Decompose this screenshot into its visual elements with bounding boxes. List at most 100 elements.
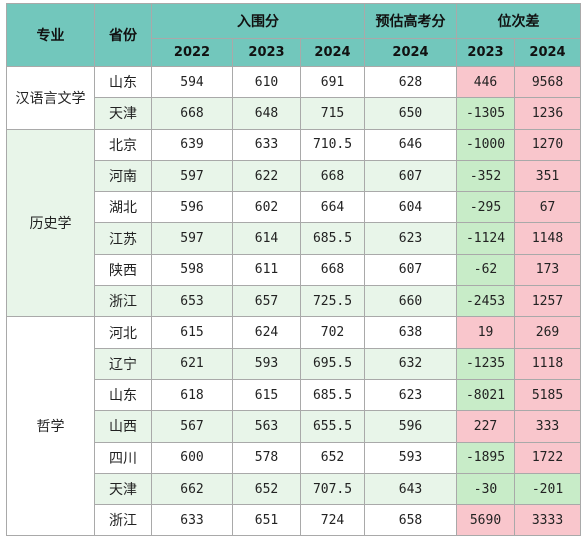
score-2024-cell: 664 [299,191,366,224]
score-2024-cell: 668 [299,159,366,193]
table-row: 陕西 598 611 668 607 -62 173 [7,253,582,287]
table-body: 汉语言文学 山东 594 610 691 628 446 9568 天津 668 648 715 650… [6,65,582,537]
estimated-2024-cell: 643 [364,472,458,506]
score-2022-cell: 618 [151,378,233,412]
score-2022-cell: 596 [151,191,233,224]
rank-diff-2024-cell: 1270 [514,128,582,161]
header-province: 省份 [94,3,152,67]
estimated-2024-cell: 596 [364,410,458,443]
rank-diff-2024-cell: 67 [514,191,582,224]
score-2022-cell: 621 [151,347,233,380]
header-year-2024: 2024 [299,38,366,67]
province-cell: 四川 [94,441,152,474]
score-2023-cell: 615 [232,378,301,412]
score-2022-cell: 600 [151,441,233,474]
table-row: 浙江 633 651 724 658 5690 3333 [7,504,582,537]
score-2024-cell: 695.5 [299,347,366,380]
rank-diff-2024-cell: 173 [514,253,582,287]
score-2022-cell: 598 [151,253,233,287]
estimated-2024-cell: 646 [364,128,458,161]
score-2024-cell: 707.5 [299,472,366,506]
province-cell: 江苏 [94,222,152,255]
score-2023-cell: 602 [232,191,301,224]
rank-diff-2024-cell: 1257 [514,285,582,318]
rank-diff-2023-cell: -1305 [456,97,516,130]
table-row: 河南 597 622 668 607 -352 351 [7,159,582,193]
table-row: 汉语言文学 山东 594 610 691 628 446 9568 [6,65,582,130]
table-row: 哲学 河北 615 624 702 638 19 269 [6,316,582,537]
table-row: 江苏 597 614 685.5 623 -1124 1148 [7,222,582,255]
score-2024-cell: 652 [299,441,366,474]
estimated-2024-cell: 607 [364,253,458,287]
estimated-2024-cell: 607 [364,159,458,193]
table-row: 山西 567 563 655.5 596 227 333 [7,410,582,443]
table-row: 四川 600 578 652 593 -1895 1722 [7,441,582,474]
header-rank-diff: 位次差 [456,3,582,39]
score-2024-cell: 655.5 [299,410,366,443]
table-row: 天津 668 648 715 650 -1305 1236 [7,97,582,130]
score-2023-cell: 624 [232,316,301,349]
header-admission-score: 入围分 [150,3,366,39]
score-2022-cell: 594 [151,65,233,99]
table-row: 历史学 北京 639 633 710.5 646 -1000 1270 [6,128,582,318]
rank-diff-2024-cell: 1722 [514,441,582,474]
estimated-2024-cell: 623 [364,222,458,255]
rank-diff-2024-cell: 269 [514,316,582,349]
score-2023-cell: 563 [232,410,301,443]
rank-diff-2024-cell: 1236 [514,97,582,130]
score-2022-cell: 615 [151,316,233,349]
rank-diff-2024-cell: 9568 [514,65,582,99]
score-2022-cell: 597 [151,222,233,255]
score-2023-cell: 652 [232,472,301,506]
rank-diff-2024-cell: 3333 [514,504,582,537]
score-2024-cell: 685.5 [299,222,366,255]
province-cell: 山东 [94,65,152,99]
rank-diff-2023-cell: 19 [456,316,516,349]
header-estimated-score: 预估高考分 [364,3,458,39]
province-cell: 河北 [94,316,152,349]
estimated-2024-cell: 604 [364,191,458,224]
score-2023-cell: 610 [232,65,301,99]
score-2024-cell: 691 [299,65,366,99]
estimated-2024-cell: 638 [364,316,458,349]
rank-diff-2023-cell: -1895 [456,441,516,474]
score-2024-cell: 668 [299,253,366,287]
header-rank-year-2024: 2024 [514,38,582,67]
province-cell: 北京 [94,128,152,161]
score-2022-cell: 653 [151,285,233,318]
estimated-2024-cell: 628 [364,65,458,99]
header-major: 专业 [6,3,95,67]
header-year-2023: 2023 [232,38,301,67]
score-2024-cell: 710.5 [299,128,366,161]
score-2023-cell: 622 [232,159,301,193]
province-cell: 浙江 [94,504,152,537]
rank-diff-2024-cell: 1118 [514,347,582,380]
estimated-2024-cell: 660 [364,285,458,318]
estimated-2024-cell: 632 [364,347,458,380]
rank-diff-2024-cell: 351 [514,159,582,193]
score-2023-cell: 611 [232,253,301,287]
table-row: 湖北 596 602 664 604 -295 67 [7,191,582,224]
rank-diff-2023-cell: -30 [456,472,516,506]
score-2022-cell: 567 [151,410,233,443]
score-2022-cell: 633 [151,504,233,537]
header-year-2022: 2022 [151,38,233,67]
province-cell: 天津 [94,472,152,506]
score-2023-cell: 651 [232,504,301,537]
rank-diff-2024-cell: 1148 [514,222,582,255]
score-2023-cell: 633 [232,128,301,161]
province-cell: 辽宁 [94,347,152,380]
major-cell: 历史学 [6,128,95,318]
score-2023-cell: 648 [232,97,301,130]
score-2024-cell: 725.5 [299,285,366,318]
rank-diff-2023-cell: 446 [456,65,516,99]
score-2023-cell: 657 [232,285,301,318]
score-2022-cell: 597 [151,159,233,193]
province-cell: 山西 [94,410,152,443]
province-cell: 天津 [94,97,152,130]
table-row: 山东 618 615 685.5 623 -8021 5185 [7,378,582,412]
rank-diff-2023-cell: -1235 [456,347,516,380]
province-cell: 浙江 [94,285,152,318]
score-2024-cell: 685.5 [299,378,366,412]
score-2023-cell: 578 [232,441,301,474]
